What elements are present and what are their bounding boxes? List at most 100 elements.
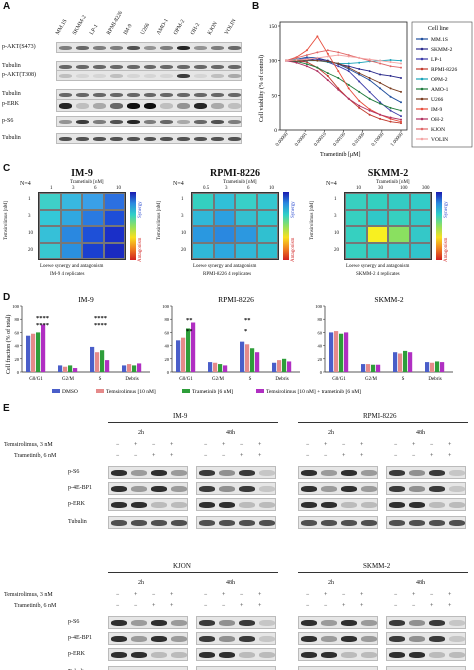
- panel-c-cell: [235, 209, 257, 226]
- panel-c-xtick: 300: [422, 186, 430, 191]
- blot-band: [75, 74, 89, 78]
- panel-e-band: [151, 620, 167, 626]
- panel-d-bar: [240, 341, 245, 372]
- blot-band: [211, 46, 225, 50]
- panel-e-band: [131, 520, 147, 526]
- panel-c-xtick: 30: [378, 186, 383, 191]
- panel-c-cell: [388, 226, 410, 243]
- panel-d-bar: [132, 365, 137, 372]
- panel-c-cell: [256, 209, 278, 226]
- panel-b-point: [368, 77, 371, 79]
- panel-e-time2: 48h: [226, 580, 235, 586]
- panel-b-point: [347, 87, 350, 90]
- blot-strip: [56, 70, 242, 81]
- panel-e-title: KJON: [173, 562, 191, 570]
- panel-b-point: [379, 102, 382, 105]
- panel-c-title: SKMM-2: [367, 168, 409, 179]
- panel-d-bar: [255, 352, 260, 372]
- panel-d-bar: [31, 333, 36, 372]
- blot-band: [160, 103, 174, 109]
- panel-d-significance: ****: [36, 315, 49, 322]
- panel-e-band: [409, 502, 425, 508]
- panel-e-sign: −: [240, 442, 244, 448]
- panel-c-cell: [60, 242, 82, 259]
- blot-band: [160, 74, 174, 78]
- panel-b-legend-entry: OH-2: [431, 117, 444, 123]
- panel-c-cell: [409, 226, 431, 243]
- panel-e-band: [449, 652, 465, 658]
- panel-e-band: [219, 520, 235, 526]
- panel-c-foot2: RPMI-8226 4 replicates: [203, 272, 252, 277]
- panel-d-title: RPMI-8226: [218, 295, 254, 304]
- panel-b-xtick-label: 1.00000: [390, 132, 405, 148]
- panel-e-band: [449, 620, 465, 626]
- panel-b-point: [337, 51, 340, 54]
- panel-d-bar: [339, 333, 344, 372]
- panel-d-significance: **: [186, 317, 193, 324]
- panel-e-blot-strip: [196, 632, 276, 645]
- panel-b-point: [368, 108, 371, 111]
- blot-strip: [56, 116, 242, 127]
- blot-band: [228, 93, 241, 97]
- panel-d-bar: [176, 340, 181, 372]
- blot-band: [194, 103, 208, 109]
- blot-band: [211, 120, 225, 124]
- panel-b-ylabel: Cell viability (% of control): [258, 55, 265, 122]
- panel-b-point: [305, 63, 308, 66]
- panel-c-grid: [38, 192, 126, 260]
- panel-e-blot-strip: [298, 616, 378, 629]
- panel-b-point: [347, 65, 350, 68]
- blot-strip: [56, 42, 242, 53]
- panel-b-point: [347, 54, 350, 57]
- panel-c-title: RPMI-8226: [210, 168, 260, 179]
- panel-b-series-line: [286, 60, 402, 124]
- panel-label-e: E: [3, 403, 10, 414]
- panel-e-band: [111, 486, 127, 492]
- panel-b-legend-marker: [420, 107, 424, 111]
- panel-d-bar: [272, 362, 277, 372]
- panel-e-sign: −: [430, 442, 434, 448]
- panel-e-sign: −: [394, 592, 398, 598]
- panel-d-bar: [393, 352, 398, 372]
- panel-e-band: [321, 652, 337, 658]
- panel-d-bar: [250, 348, 255, 372]
- panel-b-point: [295, 61, 298, 64]
- panel-d-bar: [58, 365, 63, 372]
- panel-e-sign: +: [258, 453, 262, 459]
- panel-a-row-label: p-S6: [2, 118, 14, 124]
- panel-d-legend-entry: Temsirolimus [10 nM] + trametinib [6 nM]: [266, 389, 361, 395]
- panel-e-band: [449, 636, 465, 642]
- panel-c-cell: [235, 226, 257, 243]
- panel-d-group-label: S: [249, 377, 252, 382]
- panel-e-band: [429, 636, 445, 642]
- panel-c-cell: [388, 209, 410, 226]
- panel-d-bar: [36, 332, 41, 372]
- panel-e-blot-strip: [298, 632, 378, 645]
- panel-b-point: [389, 117, 392, 120]
- panel-c-colorbar: [436, 192, 442, 260]
- lane-text: IM-9: [122, 23, 134, 36]
- panel-c-cell: [213, 209, 235, 226]
- panel-c-ytick: 20: [28, 248, 33, 253]
- panel-e-sign: −: [240, 592, 244, 598]
- panel-b-legend-entry: LP-1: [431, 57, 442, 63]
- blot-band: [177, 74, 191, 78]
- panel-d-ytick-label: 40: [165, 344, 170, 349]
- panel-e-band: [321, 620, 337, 626]
- panel-e-sign: −: [152, 592, 156, 598]
- panel-d-group-label: G0/G1: [179, 377, 193, 382]
- panel-b-legend-entry: MM.1S: [431, 37, 448, 43]
- panel-d-bar: [329, 332, 334, 372]
- panel-d-ytick-label: 100: [162, 304, 170, 309]
- blot-band: [92, 103, 106, 109]
- panel-e-band: [361, 520, 377, 526]
- panel-b-legend-entry: IM-9: [431, 107, 443, 113]
- panel-d-significance: ****: [36, 322, 49, 329]
- panel-b-legend-marker: [420, 117, 424, 121]
- panel-e-sign: +: [170, 453, 174, 459]
- panel-e-row-label: p-4E-BP1: [68, 485, 92, 491]
- panel-e-band: [171, 652, 187, 658]
- panel-e-band: [219, 502, 235, 508]
- panel-e-blot-strip: [298, 498, 378, 511]
- panel-b-series-line: [286, 59, 402, 93]
